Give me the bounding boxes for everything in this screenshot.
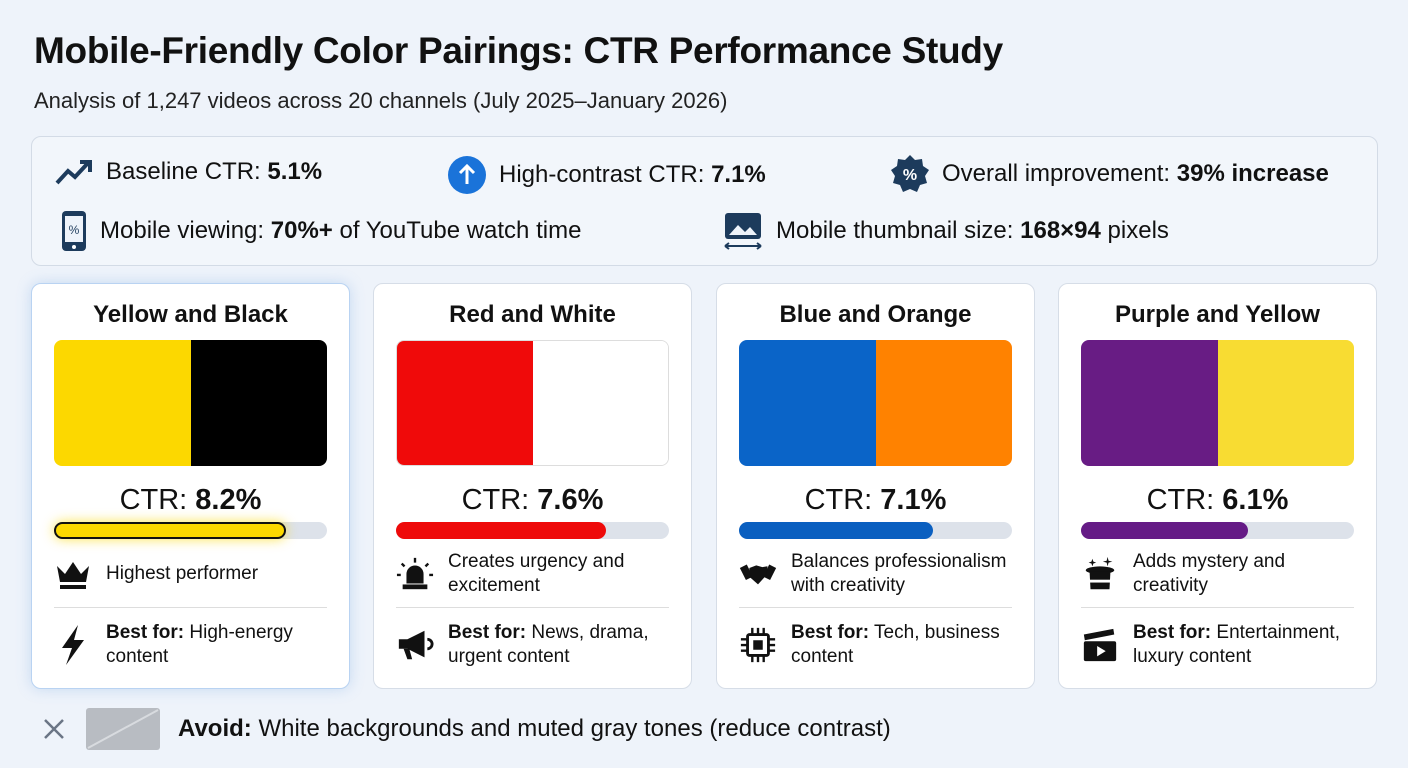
card-divider — [739, 607, 1012, 608]
svg-text:%: % — [69, 223, 80, 237]
trending-up-icon — [54, 157, 94, 187]
color-pairing-card: Yellow and Black CTR: 8.2% Highest perfo… — [31, 283, 350, 689]
color-swatch — [54, 340, 327, 466]
ctr-value: CTR: 6.1% — [1146, 484, 1289, 516]
ctr-bar-fill — [54, 522, 287, 539]
page-subtitle: Analysis of 1,247 videos across 20 chann… — [34, 88, 728, 113]
stats-panel: Baseline CTR: 5.1% High-contrast CTR: 7.… — [31, 136, 1378, 266]
swatch-color-2 — [532, 341, 668, 465]
ctr-value: CTR: 8.2% — [119, 484, 262, 516]
ctr-value: CTR: 7.6% — [461, 484, 604, 516]
percent-badge-icon: % — [890, 154, 930, 194]
card-trait: Highest performer — [54, 552, 327, 596]
card-title: Purple and Yellow — [1115, 301, 1320, 328]
avoid-note: Avoid: White backgrounds and muted gray … — [40, 708, 891, 750]
color-pairing-card: Purple and Yellow CTR: 6.1% Adds mystery… — [1058, 283, 1377, 689]
swatch-color-1 — [397, 341, 533, 465]
arrow-up-circle-icon — [447, 155, 487, 195]
card-divider — [54, 607, 327, 608]
card-best-for: Best for: Tech, business content — [739, 620, 1012, 670]
color-pairing-card: Red and White CTR: 7.6% Creates urgency … — [373, 283, 692, 689]
ctr-bar-fill — [396, 522, 607, 539]
color-swatch — [739, 340, 1012, 466]
ctr-value: CTR: 7.1% — [804, 484, 947, 516]
swatch-color-2 — [1217, 340, 1354, 466]
ctr-bar — [54, 522, 327, 539]
magic-hat-icon — [1081, 554, 1119, 594]
card-trait: Creates urgency and excitement — [396, 551, 669, 596]
color-pairing-card: Blue and Orange CTR: 7.1% Balances profe… — [716, 283, 1035, 689]
stat-mobile-viewing: % Mobile viewing: 70%+ of YouTube watch … — [60, 209, 581, 253]
siren-icon — [396, 556, 434, 592]
stat-high-contrast: High-contrast CTR: 7.1% — [447, 155, 766, 195]
card-best-for: Best for: Entertainment, luxury content — [1081, 620, 1354, 670]
crown-icon — [54, 558, 92, 590]
lightning-icon — [54, 624, 92, 666]
chip-icon — [739, 625, 777, 665]
card-divider — [396, 607, 669, 608]
svg-text:%: % — [903, 167, 917, 184]
card-trait: Adds mystery and creativity — [1081, 551, 1354, 596]
card-title: Red and White — [449, 301, 616, 328]
color-swatch — [1081, 340, 1354, 466]
card-title: Yellow and Black — [93, 301, 288, 328]
image-size-icon — [722, 211, 764, 251]
card-best-for: Best for: High-energy content — [54, 620, 327, 670]
ctr-bar — [739, 522, 1012, 539]
color-swatch — [396, 340, 669, 466]
card-title: Blue and Orange — [779, 301, 972, 328]
ctr-bar — [396, 522, 669, 539]
stat-thumbnail-size: Mobile thumbnail size: 168×94 pixels — [722, 211, 1169, 251]
stat-improvement: % Overall improvement: 39% increase — [890, 154, 1329, 194]
card-best-for: Best for: News, drama, urgent content — [396, 620, 669, 670]
swatch-color-2 — [190, 340, 327, 466]
ctr-bar — [1081, 522, 1354, 539]
swatch-color-2 — [875, 340, 1012, 466]
swatch-color-1 — [1081, 340, 1218, 466]
stat-baseline: Baseline CTR: 5.1% — [54, 157, 322, 187]
card-trait: Balances professionalism with creativity — [739, 551, 1012, 596]
clapperboard-icon — [1081, 626, 1119, 664]
handshake-icon — [739, 559, 777, 589]
ctr-bar-fill — [739, 522, 933, 539]
swatch-color-1 — [739, 340, 876, 466]
ctr-bar-fill — [1081, 522, 1248, 539]
close-icon — [40, 715, 68, 743]
swatch-color-1 — [54, 340, 191, 466]
megaphone-icon — [396, 627, 434, 663]
muted-thumbnail-icon — [86, 708, 160, 750]
mobile-phone-icon: % — [60, 209, 88, 253]
card-divider — [1081, 607, 1354, 608]
page-title: Mobile-Friendly Color Pairings: CTR Perf… — [34, 30, 1003, 71]
